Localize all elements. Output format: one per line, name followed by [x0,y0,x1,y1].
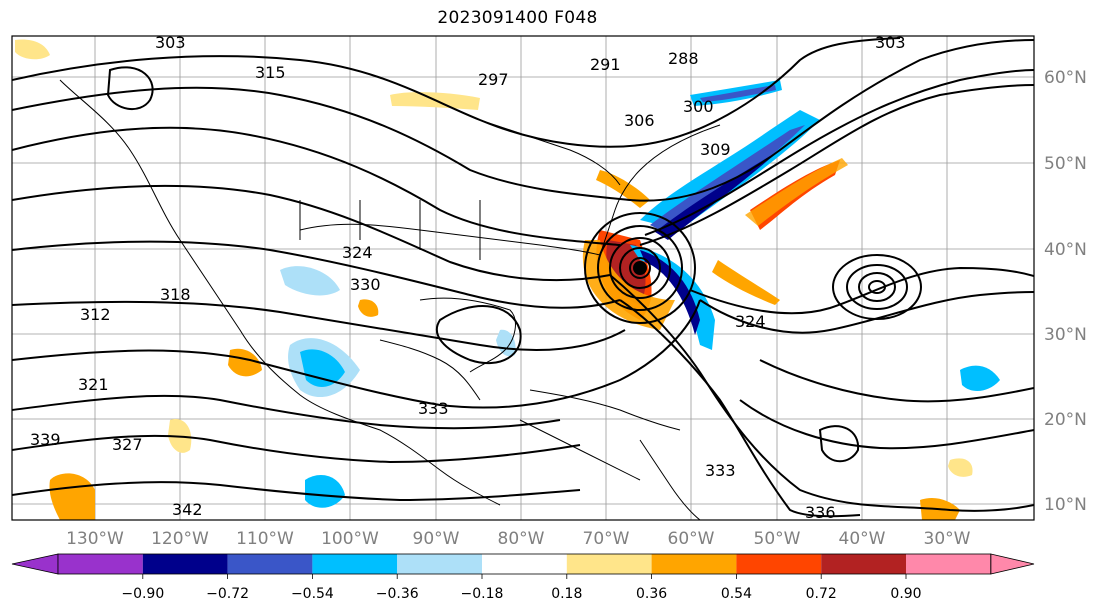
colorbar-high-extend [990,553,1035,575]
contour-label: 339 [30,430,61,449]
lat-tick-label: 30°N [1044,325,1087,345]
colorbar-tick-label: 0.36 [636,586,667,602]
lat-tick-label: 20°N [1044,410,1087,430]
lon-tick-label: 70°W [583,529,630,549]
contour-label: 324 [342,243,373,262]
lon-tick-label: 100°W [321,529,379,549]
lon-tick-label: 80°W [498,529,545,549]
colorbar-tick-label: 0.72 [806,586,837,602]
colorbar-bin [142,554,228,574]
contour-label: 315 [255,63,286,82]
colorbar-tick-label: −0.72 [206,586,249,602]
contour-label: 291 [590,55,621,74]
colorbar-low-extend [11,553,59,575]
contour-label: 324 [735,312,766,331]
colorbar-tick-label: −0.90 [121,586,164,602]
lon-tick-label: 50°W [754,529,801,549]
colorbar-tick-label: 0.90 [890,586,921,602]
longitude-axis: 130°W 120°W 110°W 100°W 90°W 80°W 70°W 6… [66,529,971,549]
colorbar-tick-label: 0.54 [721,586,752,602]
contour-label: 288 [668,49,699,68]
contour-label: 330 [350,275,381,294]
colorbar-tick-label: −0.36 [376,586,419,602]
lon-tick-label: 30°W [924,529,971,549]
contour-label: 333 [418,399,449,418]
colorbar-bin [312,554,398,574]
contour-label: 342 [172,500,203,519]
contour-label: 333 [705,461,736,480]
colorbar-bin [397,554,482,574]
colorbar-tick-label: −0.18 [461,586,504,602]
lat-tick-label: 10°N [1044,495,1087,515]
contour-label: 336 [805,503,836,522]
contour-label: 318 [160,285,191,304]
lat-tick-label: 40°N [1044,240,1087,260]
contour-label: 321 [78,375,109,394]
colorbar: −0.90 −0.72 −0.54 −0.36 −0.18 0.18 0.36 … [11,553,1035,602]
contour-label: 297 [478,70,509,89]
colorbar-bin [651,554,737,574]
colorbar-bin [482,554,567,574]
colorbar-tick-label: −0.54 [291,586,334,602]
colorbar-bin [821,554,906,574]
lat-tick-label: 50°N [1044,154,1087,174]
contour-label: 303 [875,33,906,52]
lon-tick-label: 120°W [151,529,209,549]
contour-label: 309 [700,140,731,159]
lon-tick-label: 110°W [236,529,294,549]
contour-label: 303 [155,33,186,52]
colorbar-bin [736,554,822,574]
latitude-axis: 60°N 50°N 40°N 30°N 20°N 10°N [1044,68,1087,515]
contour-labels: 303 315 297 288 291 300 306 312 309 324 … [30,33,906,522]
lon-tick-label: 130°W [66,529,124,549]
coastlines [59,79,721,520]
colorbar-bin [58,554,143,574]
lon-tick-label: 90°W [413,529,460,549]
lon-tick-label: 40°W [839,529,886,549]
colorbar-bin [227,554,313,574]
contour-label: 300 [683,97,714,116]
map-frame [11,35,1035,521]
contour-label: 327 [112,435,143,454]
colorbar-bin [906,554,991,574]
lat-tick-label: 60°N [1044,68,1087,88]
colorbar-bin [566,554,652,574]
storm-center-marker [633,261,647,275]
colorbar-tick-label: 0.18 [551,586,582,602]
map-title: 2023091400 F048 [437,8,598,28]
map-plot-area: 303 315 297 288 291 300 306 312 309 324 … [12,33,1034,522]
contour-label: 312 [80,305,111,324]
contour-label: 306 [624,111,655,130]
lon-tick-label: 60°W [668,529,715,549]
